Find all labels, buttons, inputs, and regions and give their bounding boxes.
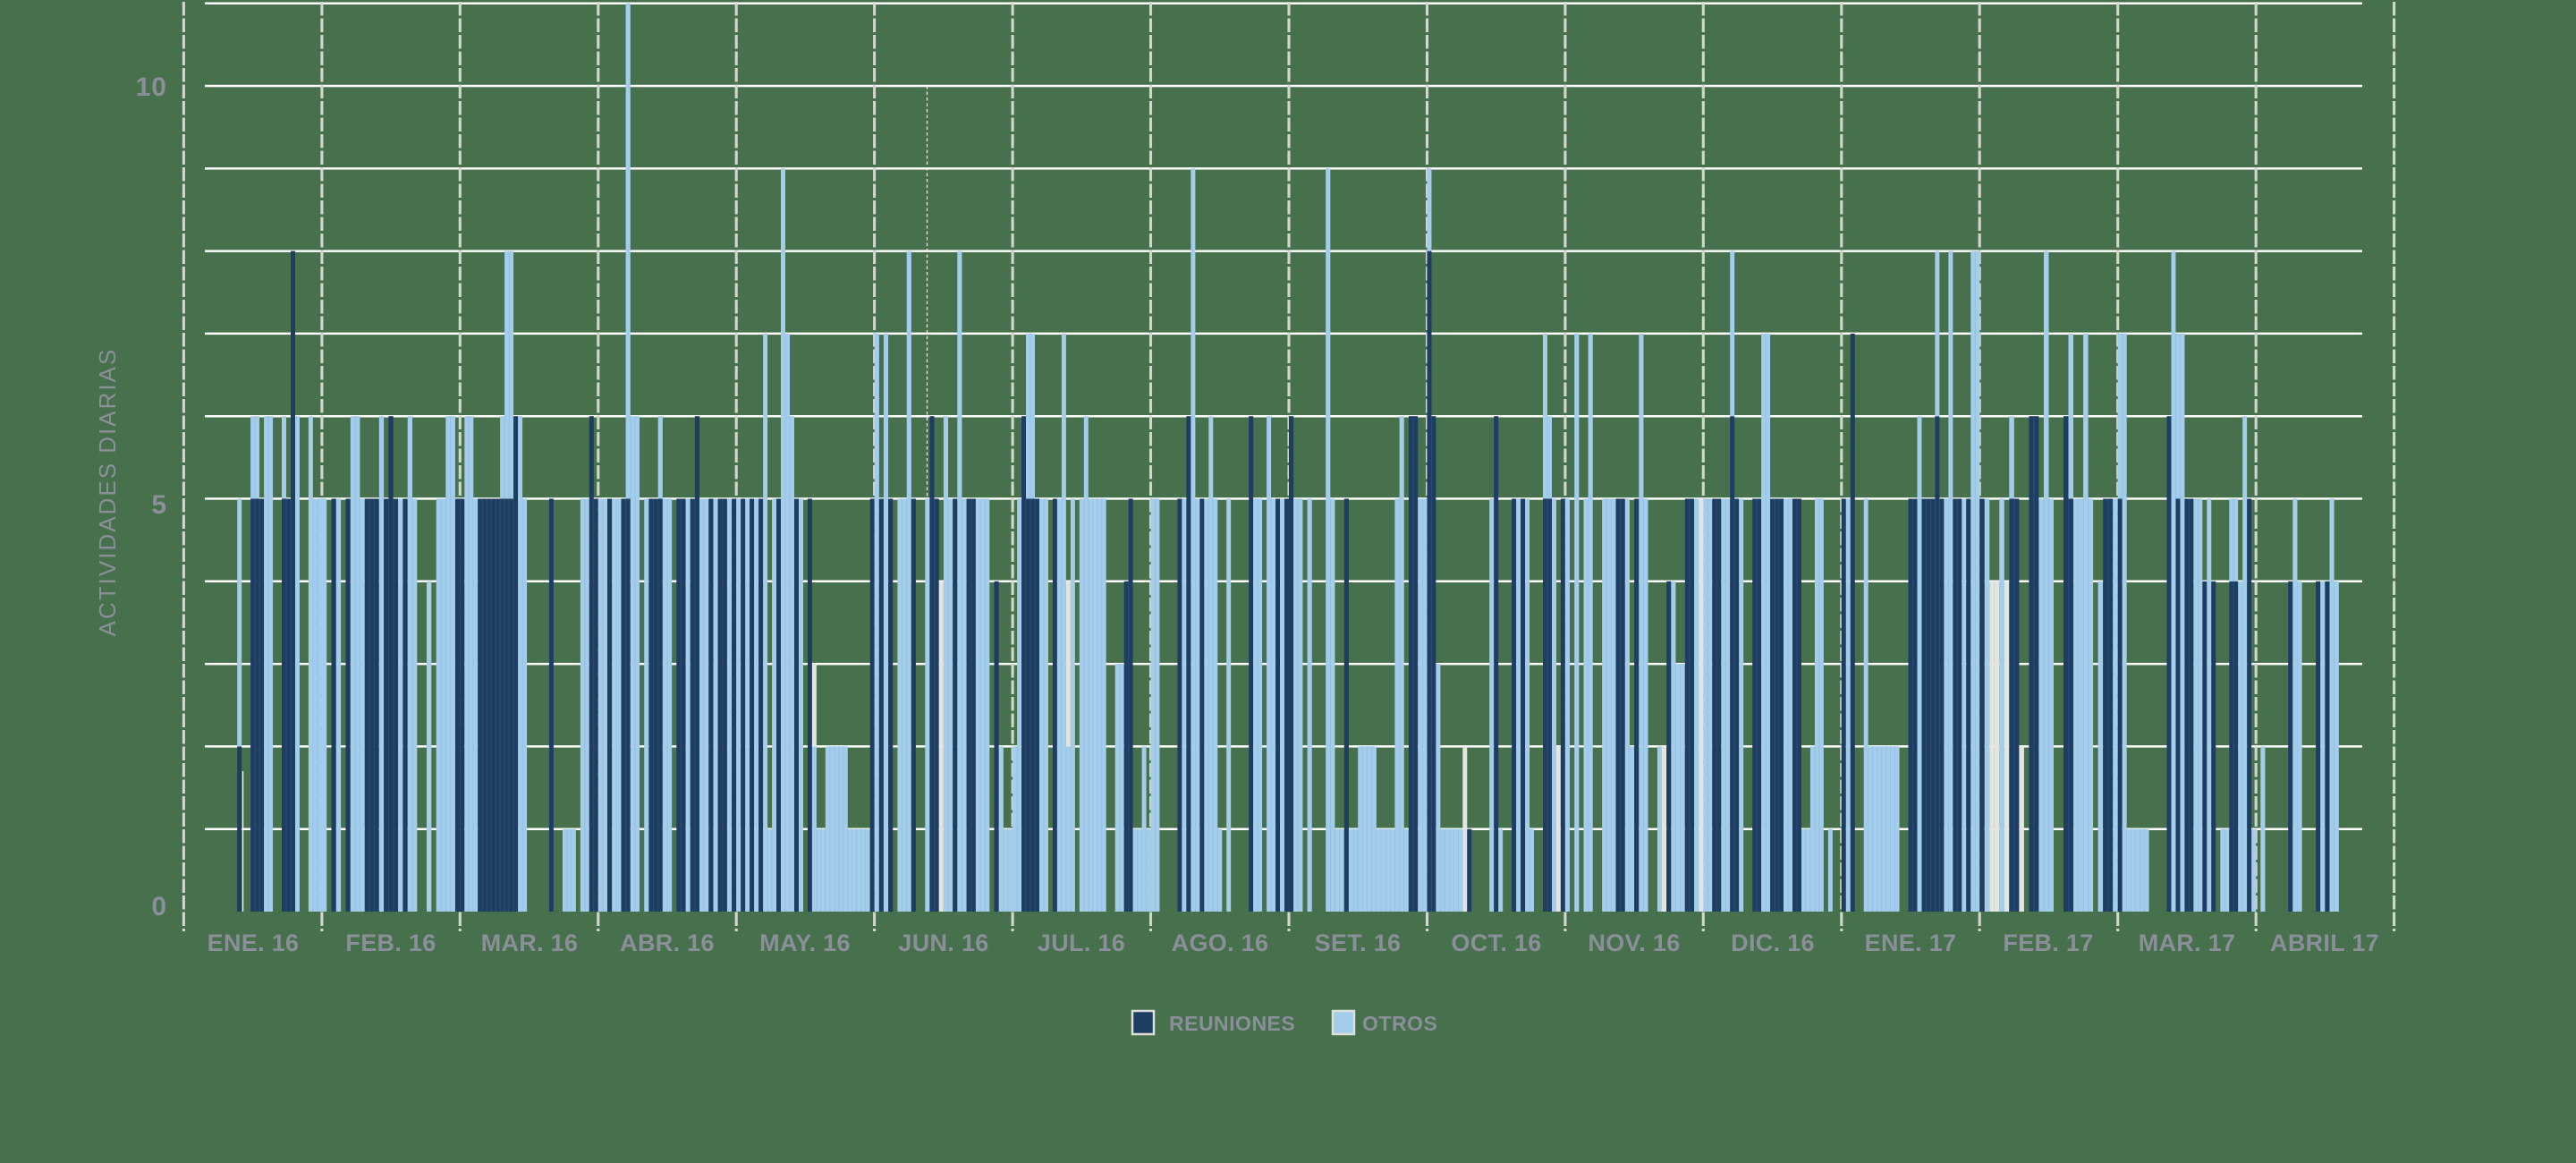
svg-text:10: 10 [136, 72, 167, 102]
svg-text:AGO. 16: AGO. 16 [1172, 930, 1269, 956]
svg-text:ABRIL 17: ABRIL 17 [2270, 930, 2379, 956]
svg-text:MAR. 16: MAR. 16 [481, 930, 579, 956]
svg-text:ABR. 16: ABR. 16 [620, 930, 715, 956]
svg-text:ENE. 17: ENE. 17 [1865, 930, 1957, 956]
svg-text:OTROS: OTROS [1362, 1012, 1437, 1035]
svg-text:OCT. 16: OCT. 16 [1451, 930, 1541, 956]
svg-text:SET. 16: SET. 16 [1315, 930, 1402, 956]
svg-text:JUN. 16: JUN. 16 [898, 930, 988, 956]
svg-text:0: 0 [151, 892, 167, 921]
svg-text:5: 5 [151, 490, 167, 520]
svg-text:JUL. 16: JUL. 16 [1038, 930, 1125, 956]
svg-text:ACTIVIDADES DIARIAS: ACTIVIDADES DIARIAS [94, 348, 121, 637]
svg-text:REUNIONES: REUNIONES [1169, 1012, 1295, 1035]
svg-text:MAY. 16: MAY. 16 [759, 930, 851, 956]
svg-text:MAR. 17: MAR. 17 [2139, 930, 2236, 956]
svg-text:NOV. 16: NOV. 16 [1588, 930, 1680, 956]
svg-text:FEB. 16: FEB. 16 [345, 930, 436, 956]
svg-text:FEB. 17: FEB. 17 [2003, 930, 2093, 956]
svg-text:ENE. 16: ENE. 16 [208, 930, 300, 956]
svg-text:DIC. 16: DIC. 16 [1731, 930, 1815, 956]
